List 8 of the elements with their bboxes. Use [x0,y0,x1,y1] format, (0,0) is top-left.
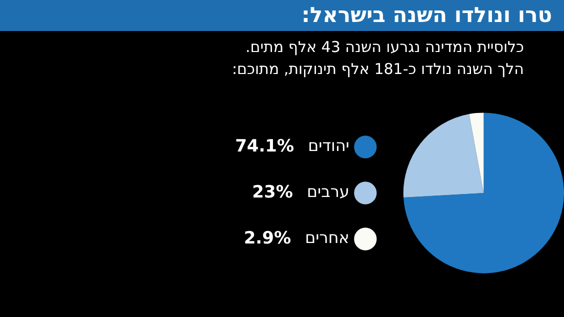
legend-label: אחרים [305,228,350,248]
chart-subtitle: כלוסיית המדינה נגרעו השנה 43 אלף מתים. הלך השנה נולדו כ-181 אלף תינוקות, מתוכם: [232,37,524,80]
data-label: 23% [252,182,293,202]
chart-title: טרו ונולדו השנה בישראל: [0,0,564,31]
legend-label: ערבים [306,182,350,202]
data-label: 74.1% [235,136,294,156]
legend-label: יהודים [308,136,350,156]
data-label: 2.9% [244,228,291,248]
